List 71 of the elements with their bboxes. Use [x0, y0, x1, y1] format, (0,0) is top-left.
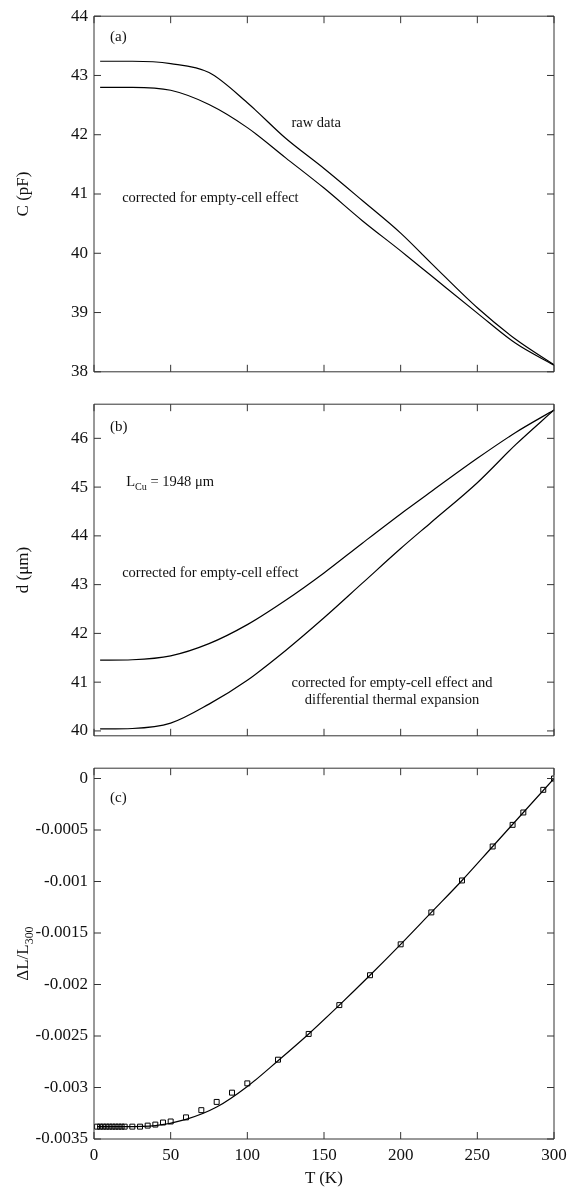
y-tick-label: 45 [71, 476, 88, 496]
point [336, 1002, 343, 1009]
point [94, 1123, 101, 1130]
y-tick-label: -0.0015 [35, 922, 88, 942]
point [106, 1123, 113, 1130]
point [229, 1089, 235, 1096]
point [115, 1123, 122, 1130]
x-tick-label: 200 [387, 1144, 414, 1164]
point [121, 1123, 128, 1130]
point [489, 843, 496, 850]
annotation: raw data [291, 113, 342, 130]
point [428, 909, 435, 916]
annotation: (b) [110, 418, 128, 436]
y-axis-title: d (μm) [13, 546, 33, 594]
x-tick-label: 250 [464, 1144, 491, 1164]
point [305, 1030, 312, 1037]
y-tick-label: 42 [71, 622, 88, 642]
y-tick-label: 41 [71, 183, 88, 203]
point [129, 1123, 136, 1130]
y-tick-label: 44 [71, 5, 89, 25]
point [160, 1119, 166, 1126]
x-axis-title: T (K) [304, 1168, 343, 1188]
y-tick-label: 38 [71, 361, 88, 381]
point [397, 941, 404, 948]
x-tick-label: 300 [541, 1144, 567, 1164]
y-tick-label: 44 [71, 525, 89, 545]
point [183, 1114, 189, 1121]
y-tick-label: 46 [71, 427, 88, 447]
point [198, 1107, 205, 1114]
y-tick-label: 42 [71, 124, 88, 144]
y-axis-title: C (pF) [13, 171, 33, 217]
point [137, 1123, 143, 1130]
point [97, 1123, 104, 1130]
point [213, 1098, 220, 1105]
x-tick-label: 150 [311, 1144, 337, 1164]
y-tick-label: 40 [71, 242, 88, 262]
point [244, 1080, 251, 1087]
point [509, 821, 516, 828]
y-tick-label: 39 [71, 302, 88, 321]
y-tick-label: -0.0005 [35, 819, 88, 839]
y-tick-label: -0.002 [44, 973, 88, 993]
y-tick-label: -0.0035 [35, 1128, 88, 1148]
x-tick-label: 50 [162, 1144, 180, 1164]
annotation: corrected for empty-cell effect [122, 189, 299, 206]
annotation: (c) [110, 788, 127, 806]
point [520, 809, 527, 816]
y-tick-label: -0.001 [44, 870, 88, 890]
y-tick-label: 0 [79, 767, 88, 787]
annotation: corrected for empty-cell effect [122, 563, 299, 580]
point [103, 1123, 110, 1130]
annotation: corrected for empty-cell effect and differential thermal expansion [291, 674, 494, 708]
point [144, 1122, 151, 1129]
point [118, 1123, 125, 1130]
point [100, 1123, 107, 1130]
point [459, 877, 465, 884]
annotation: (a) [110, 28, 127, 46]
point [275, 1056, 281, 1063]
point [109, 1123, 116, 1130]
point [540, 786, 547, 793]
y-tick-label: 40 [71, 720, 88, 740]
y-tick-label: 43 [71, 574, 88, 594]
y-tick-label: -0.0025 [35, 1025, 88, 1045]
y-axis-title: ΔL/L300 [13, 926, 37, 981]
point [167, 1118, 174, 1125]
point [367, 972, 373, 979]
y-tick-label: -0.003 [44, 1076, 88, 1096]
y-tick-label: 43 [71, 64, 88, 84]
point [152, 1121, 159, 1128]
x-tick-label: 100 [234, 1144, 261, 1164]
y-tick-label: 41 [71, 671, 88, 691]
point [112, 1123, 119, 1130]
